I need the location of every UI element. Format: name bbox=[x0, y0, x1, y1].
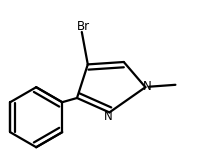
Text: Br: Br bbox=[76, 20, 90, 33]
Text: N: N bbox=[104, 110, 113, 123]
Text: N: N bbox=[143, 80, 152, 92]
